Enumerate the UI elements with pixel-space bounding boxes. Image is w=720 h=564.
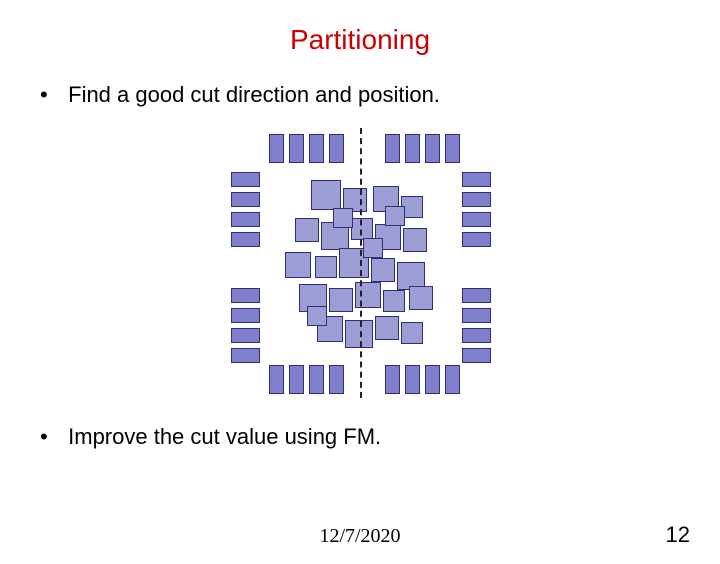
pad-bottom xyxy=(445,365,460,394)
cut-line xyxy=(360,128,362,398)
pad-right xyxy=(462,328,491,343)
pad-bottom xyxy=(329,365,344,394)
bullet-1: • Find a good cut direction and position… xyxy=(40,82,720,108)
slide-title: Partitioning xyxy=(0,24,720,56)
pad-top xyxy=(405,134,420,163)
cell-block xyxy=(409,286,433,310)
pad-right xyxy=(462,212,491,227)
pad-bottom xyxy=(289,365,304,394)
pad-top xyxy=(329,134,344,163)
cell-block xyxy=(345,320,373,348)
cell-block xyxy=(363,238,383,258)
pad-left xyxy=(231,192,260,207)
pad-bottom xyxy=(425,365,440,394)
cell-block xyxy=(383,290,405,312)
cell-block xyxy=(385,206,405,226)
cell-block xyxy=(403,228,427,252)
cell-block xyxy=(329,288,353,312)
pad-top xyxy=(445,134,460,163)
pad-bottom xyxy=(309,365,324,394)
pad-top xyxy=(269,134,284,163)
pad-left xyxy=(231,348,260,363)
bullet-2: • Improve the cut value using FM. xyxy=(40,424,720,450)
pad-top xyxy=(309,134,324,163)
footer-page: 12 xyxy=(666,522,690,548)
pad-left xyxy=(231,212,260,227)
bullet-2-text: Improve the cut value using FM. xyxy=(68,424,381,449)
pad-right xyxy=(462,348,491,363)
bullet-1-text: Find a good cut direction and position. xyxy=(68,82,440,107)
cell-block xyxy=(311,180,341,210)
pad-right xyxy=(462,308,491,323)
bullet-dot: • xyxy=(40,82,62,108)
cell-block xyxy=(371,258,395,282)
pad-right xyxy=(462,172,491,187)
pad-left xyxy=(231,232,260,247)
pad-left xyxy=(231,288,260,303)
pad-left xyxy=(231,172,260,187)
pad-left xyxy=(231,328,260,343)
pad-right xyxy=(462,232,491,247)
cell-block xyxy=(351,218,373,240)
pad-bottom xyxy=(385,365,400,394)
pad-top xyxy=(289,134,304,163)
cell-block xyxy=(333,208,353,228)
pad-bottom xyxy=(269,365,284,394)
bullet-dot: • xyxy=(40,424,62,450)
pad-right xyxy=(462,288,491,303)
cell-block xyxy=(315,256,337,278)
cell-block xyxy=(307,306,327,326)
pad-bottom xyxy=(405,365,420,394)
cell-block xyxy=(355,282,381,308)
pad-right xyxy=(462,192,491,207)
pad-top xyxy=(425,134,440,163)
cell-block xyxy=(285,252,311,278)
cell-block xyxy=(375,316,399,340)
pad-left xyxy=(231,308,260,323)
cell-block xyxy=(295,218,319,242)
footer-date: 12/7/2020 xyxy=(0,525,720,548)
partitioning-figure xyxy=(225,128,495,398)
cell-block xyxy=(401,322,423,344)
pad-top xyxy=(385,134,400,163)
